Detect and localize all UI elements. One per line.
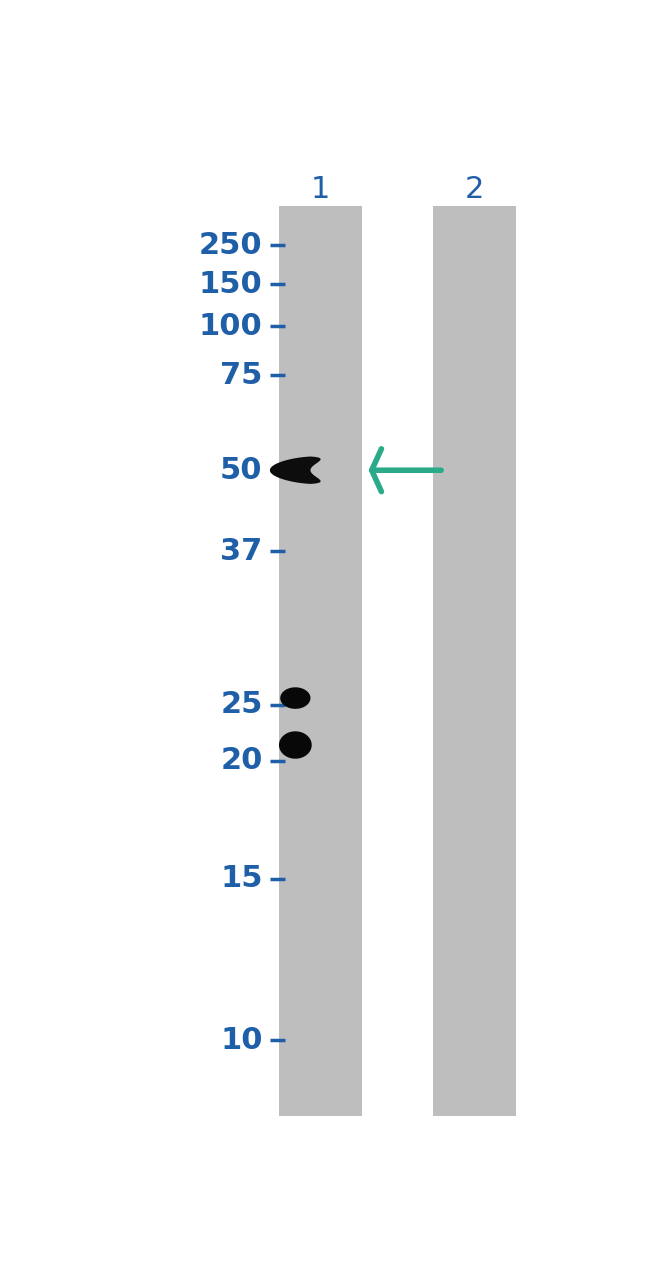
Text: 1: 1 bbox=[311, 175, 330, 204]
Bar bbox=[433, 206, 515, 1115]
Polygon shape bbox=[280, 687, 311, 709]
Bar bbox=[279, 206, 362, 1115]
Text: 10: 10 bbox=[220, 1026, 263, 1055]
Text: 25: 25 bbox=[220, 691, 263, 719]
Polygon shape bbox=[279, 732, 312, 758]
Text: 150: 150 bbox=[199, 271, 263, 298]
Text: 20: 20 bbox=[220, 747, 263, 775]
Text: 50: 50 bbox=[220, 456, 263, 485]
Text: 15: 15 bbox=[220, 865, 263, 894]
Text: 37: 37 bbox=[220, 537, 263, 566]
Text: 100: 100 bbox=[199, 312, 263, 340]
Text: 75: 75 bbox=[220, 361, 263, 390]
Text: 250: 250 bbox=[199, 231, 263, 260]
Polygon shape bbox=[270, 456, 320, 484]
Text: 2: 2 bbox=[465, 175, 484, 204]
